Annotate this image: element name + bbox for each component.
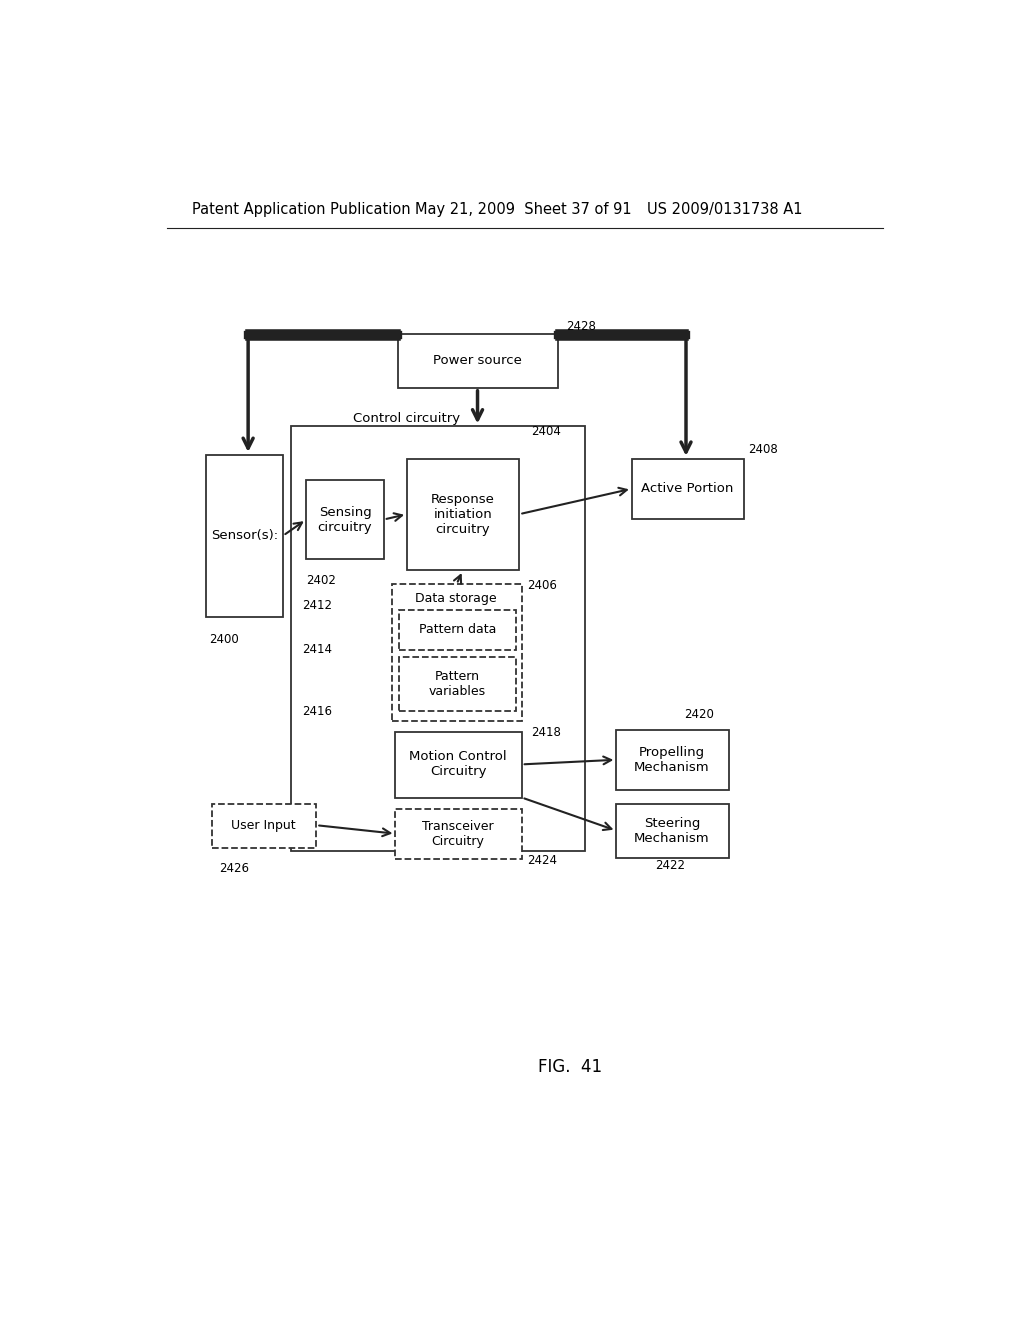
Bar [399, 657, 515, 711]
Text: 2402: 2402 [306, 574, 336, 587]
Text: User Input: User Input [231, 818, 296, 832]
Text: Sensor(s):: Sensor(s): [211, 529, 278, 543]
Bar [206, 455, 283, 616]
Text: May 21, 2009  Sheet 37 of 91: May 21, 2009 Sheet 37 of 91 [415, 202, 632, 218]
Text: 2404: 2404 [531, 425, 561, 438]
Text: 2412: 2412 [302, 598, 333, 611]
Text: 2428: 2428 [566, 319, 596, 333]
Text: 2426: 2426 [219, 862, 250, 875]
Bar [407, 459, 519, 570]
Text: Pattern
variables: Pattern variables [429, 671, 486, 698]
Bar [291, 426, 586, 851]
Text: 2416: 2416 [302, 705, 333, 718]
Text: 2400: 2400 [209, 634, 240, 647]
Text: 2408: 2408 [748, 444, 778, 455]
Text: 2414: 2414 [302, 643, 333, 656]
Text: 2424: 2424 [527, 854, 557, 867]
Text: Patent Application Publication: Patent Application Publication [191, 202, 411, 218]
Text: Active Portion: Active Portion [641, 482, 734, 495]
Text: 2418: 2418 [531, 726, 561, 739]
Bar [616, 804, 729, 858]
Text: Power source: Power source [433, 354, 522, 367]
Text: Motion Control
Circuitry: Motion Control Circuitry [410, 750, 507, 779]
Text: Pattern data: Pattern data [419, 623, 496, 636]
Text: Sensing
circuitry: Sensing circuitry [317, 506, 373, 533]
Text: Propelling
Mechanism: Propelling Mechanism [634, 746, 710, 774]
Text: Control circuitry: Control circuitry [352, 412, 460, 425]
Text: Steering
Mechanism: Steering Mechanism [634, 817, 710, 845]
Text: Response
initiation
circuitry: Response initiation circuitry [431, 492, 495, 536]
Bar [395, 733, 521, 797]
Text: 2406: 2406 [527, 579, 557, 593]
Bar [616, 730, 729, 789]
Text: Transceiver
Circuitry: Transceiver Circuitry [422, 820, 494, 847]
Text: 2422: 2422 [655, 859, 685, 871]
Text: Data storage: Data storage [415, 591, 497, 605]
Text: FIG.  41: FIG. 41 [538, 1059, 602, 1076]
Bar [399, 610, 515, 649]
Bar [391, 585, 521, 721]
Bar [632, 459, 744, 519]
Bar [306, 480, 384, 558]
Bar [395, 809, 521, 859]
Bar [212, 804, 316, 847]
Text: 2420: 2420 [684, 708, 715, 721]
Bar [397, 334, 558, 388]
Text: US 2009/0131738 A1: US 2009/0131738 A1 [647, 202, 803, 218]
